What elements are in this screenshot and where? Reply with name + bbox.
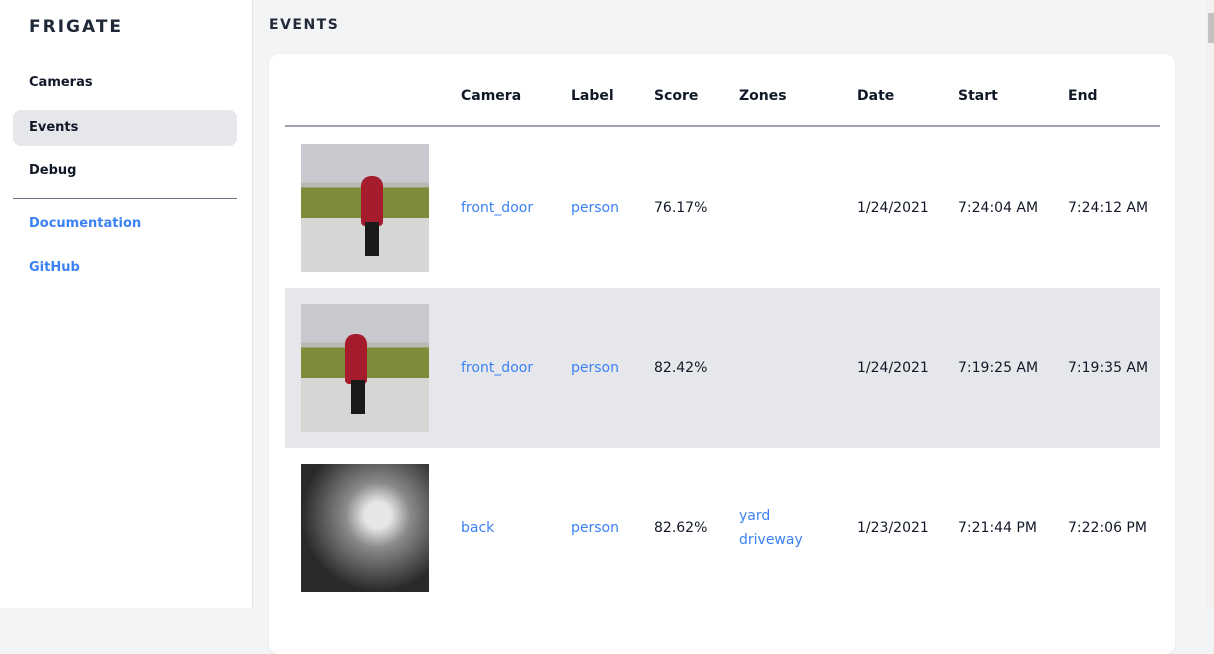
column-camera: Camera [461,88,522,104]
link-documentation[interactable]: Documentation [29,216,142,231]
column-zones: Zones [739,88,787,104]
sidebar: FRIGATE Cameras Events Debug Documentati… [0,0,253,608]
scrollbar-thumb[interactable] [1208,13,1214,43]
column-label: Label [571,88,614,104]
zone-link[interactable]: yard [739,508,771,524]
table-header: Camera Label Score Zones Date Start End [285,54,1160,127]
column-end: End [1068,88,1098,104]
column-start: Start [958,88,998,104]
camera-link[interactable]: back [461,520,495,536]
start-time: 7:21:44 PM [958,520,1037,536]
zone-link[interactable]: driveway [739,532,803,548]
column-date: Date [857,88,895,104]
date: 1/23/2021 [857,520,929,536]
end-time: 7:24:12 AM [1068,200,1149,216]
end-time: 7:22:06 PM [1068,520,1147,536]
page-title: EVENTS [269,17,340,33]
event-thumbnail[interactable] [301,144,429,272]
event-thumbnail[interactable] [301,304,429,432]
brand-logo[interactable]: FRIGATE [29,17,124,37]
sidebar-divider [13,198,237,199]
label-link[interactable]: person [571,200,619,216]
label-link[interactable]: person [571,360,619,376]
camera-link[interactable]: front_door [461,200,534,216]
table-row[interactable]: front_door person 76.17% 1/24/2021 7:24:… [285,128,1160,288]
score: 82.42% [654,360,708,376]
zones: yard driveway [739,448,803,608]
events-table: Camera Label Score Zones Date Start End … [269,54,1175,654]
sidebar-item-cameras[interactable]: Cameras [29,75,93,90]
date: 1/24/2021 [857,360,929,376]
score: 76.17% [654,200,708,216]
table-row[interactable]: front_door person 82.42% 1/24/2021 7:19:… [285,288,1160,448]
start-time: 7:19:25 AM [958,360,1039,376]
link-github[interactable]: GitHub [29,260,80,275]
sidebar-item-events[interactable]: Events [13,110,237,146]
scrollbar[interactable] [1206,0,1214,608]
label-link[interactable]: person [571,520,619,536]
score: 82.62% [654,520,708,536]
date: 1/24/2021 [857,200,929,216]
table-row[interactable]: back person 82.62% yard driveway 1/23/20… [285,448,1160,608]
sidebar-item-debug[interactable]: Debug [29,163,77,178]
start-time: 7:24:04 AM [958,200,1039,216]
event-thumbnail[interactable] [301,464,429,592]
camera-link[interactable]: front_door [461,360,534,376]
end-time: 7:19:35 AM [1068,360,1149,376]
column-score: Score [654,88,699,104]
